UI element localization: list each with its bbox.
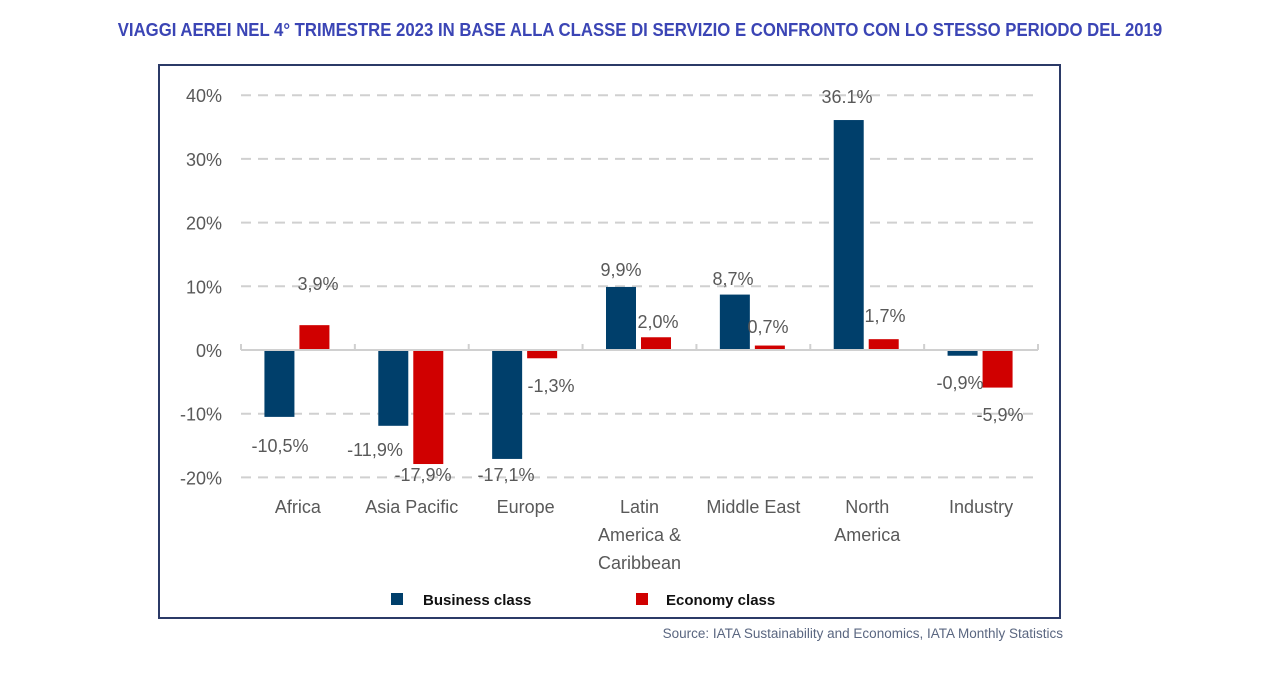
economy-data-label: 2,0% [637,312,678,332]
category-label: Europe [497,497,555,517]
category-label: Caribbean [598,553,681,573]
chart-title: VIAGGI AEREI NEL 4° TRIMESTRE 2023 IN BA… [117,20,1163,40]
business-bar [833,120,864,350]
y-axis-ticks: 40% 30% 20% 10% 0% -10% -20% [180,86,222,488]
business-data-label: -11,9% [347,440,403,460]
legend-label: Economy class [666,592,775,609]
y-tick-label: 0% [196,341,222,361]
y-tick-label: 30% [186,150,222,170]
business-bar [378,350,409,426]
economy-bar [641,337,671,350]
economy-data-label: 0,7% [747,317,788,337]
category-label: Asia Pacific [365,497,458,517]
category-label: Middle East [706,497,800,517]
economy-bar [982,350,1013,388]
legend-item-business: Business class [391,592,531,609]
economy-data-label: -1,3% [527,376,574,396]
economy-data-label: -5,9% [976,405,1023,425]
economy-bar [754,345,785,350]
business-bar [719,294,750,350]
economy-bar [299,325,330,350]
economy-bar [527,350,558,359]
bars [264,120,1013,465]
legend: Business class Economy class [391,592,775,609]
economy-data-label: 1,7% [864,306,905,326]
legend-label: Business class [423,592,531,609]
economy-data-label: 3,9% [297,274,338,294]
business-bar [264,350,295,417]
economy-bar [868,339,899,350]
x-axis [240,344,1039,351]
business-data-label: -17,1% [477,465,534,485]
y-tick-label: -10% [180,405,222,425]
y-tick-label: 20% [186,214,222,234]
legend-item-economy: Economy class [636,592,775,609]
category-label: Industry [949,497,1013,517]
business-data-label: -10,5% [251,436,308,456]
y-tick-label: -20% [180,468,222,488]
x-axis-categories: Africa Asia Pacific Europe Latin America & Ca… [275,497,1013,573]
legend-swatch [636,593,648,605]
y-tick-label: 10% [186,277,222,297]
category-label: Africa [275,497,322,517]
business-data-label: 36.1% [821,87,872,107]
business-data-label: 9,9% [600,260,641,280]
category-label: Latin [620,497,659,517]
source-note: Source: IATA Sustainability and Economic… [662,626,1063,641]
business-bar [606,286,636,350]
data-labels: -10,5% -11,9% -17,1% 9,9% 8,7% 36.1% -0,9% 3,9%… [251,87,1023,485]
legend-swatch [391,593,403,605]
y-tick-label: 40% [186,86,222,106]
category-label: America & [598,525,681,545]
business-bar [947,350,978,356]
business-bar [492,350,523,459]
business-data-label: 8,7% [712,269,753,289]
business-data-label: -0,9% [936,373,983,393]
economy-data-label: -17,9% [394,465,451,485]
category-label: North [845,497,889,517]
gridlines [241,94,1038,479]
category-label: America [834,525,901,545]
economy-bar [413,350,444,465]
